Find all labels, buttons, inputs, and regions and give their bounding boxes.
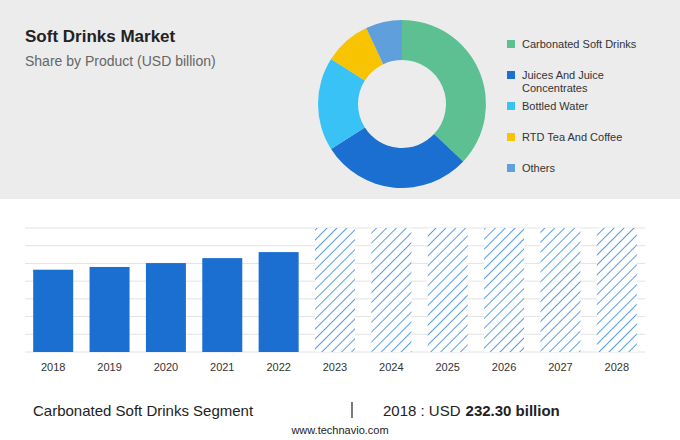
- legend-swatch: [507, 40, 515, 48]
- legend-swatch: [507, 102, 515, 110]
- bar: [33, 270, 73, 352]
- donut-slice: [366, 20, 402, 64]
- x-tick-label: 2026: [492, 361, 516, 373]
- x-tick-label: 2028: [605, 361, 629, 373]
- header-background: [0, 0, 680, 199]
- page: Soft Drinks Market Share by Product (USD …: [0, 0, 680, 440]
- chart-title: Soft Drinks Market: [25, 27, 176, 46]
- footer-amount: 232.30 billion: [466, 402, 560, 419]
- footer-segment: Carbonated Soft Drinks Segment: [33, 402, 254, 419]
- legend-label: Others: [522, 162, 640, 175]
- legend-label: Bottled Water: [522, 100, 640, 113]
- x-tick-label: 2021: [210, 361, 234, 373]
- legend-item: Juices And Juice Concentrates: [507, 69, 657, 95]
- legend-label: Juices And Juice Concentrates: [522, 69, 640, 95]
- footer-year: 2018 : USD: [383, 402, 461, 419]
- donut-slice: [402, 20, 486, 162]
- separator: [351, 402, 352, 418]
- legend-label: Carbonated Soft Drinks: [522, 38, 640, 51]
- legend-item: Carbonated Soft Drinks: [507, 38, 657, 51]
- forecast-placeholder: [484, 228, 524, 352]
- donut: [318, 20, 486, 188]
- legend-item: Others: [507, 162, 657, 175]
- x-tick-label: 2019: [97, 361, 121, 373]
- legend-swatch: [507, 71, 515, 79]
- bar: [202, 258, 242, 352]
- source: www.technavio.com: [290, 424, 388, 436]
- forecast-placeholder: [315, 228, 355, 352]
- legend-swatch: [507, 133, 515, 141]
- legend-swatch: [507, 164, 515, 172]
- x-tick-label: 2022: [266, 361, 290, 373]
- forecast-placeholder: [597, 228, 637, 352]
- chart-subtitle: Share by Product (USD billion): [25, 53, 216, 69]
- bar: [259, 252, 299, 352]
- grid: [25, 228, 645, 352]
- legend-item: Bottled Water: [507, 100, 657, 113]
- canvas: Soft Drinks Market Share by Product (USD …: [0, 0, 680, 440]
- donut-slice: [331, 128, 463, 188]
- legend-item: RTD Tea And Coffee: [507, 131, 657, 144]
- bars: [33, 228, 637, 352]
- legend-label: RTD Tea And Coffee: [522, 131, 640, 144]
- forecast-placeholder: [428, 228, 468, 352]
- forecast-placeholder: [540, 228, 580, 352]
- x-tick-label: 2018: [41, 361, 65, 373]
- bar: [146, 263, 186, 352]
- x-tick-label: 2024: [379, 361, 403, 373]
- bar: [90, 267, 130, 352]
- forecast-placeholder: [371, 228, 411, 352]
- x-tick-label: 2020: [154, 361, 178, 373]
- x-tick-label: 2025: [435, 361, 459, 373]
- x-tick-label: 2027: [548, 361, 572, 373]
- x-tick-label: 2023: [323, 361, 347, 373]
